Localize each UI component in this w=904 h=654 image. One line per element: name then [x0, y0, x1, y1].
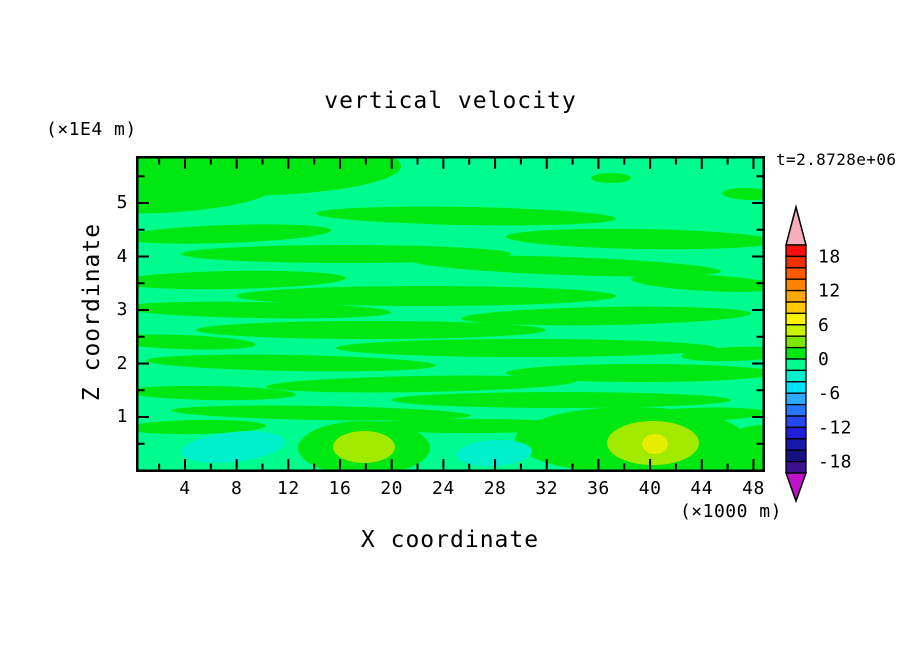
positive-band	[136, 301, 391, 319]
positive-band	[136, 224, 331, 244]
x-tick-label: 16	[328, 478, 352, 499]
y-tick-label: 3	[116, 299, 128, 320]
y-tick-label: 1	[116, 406, 128, 427]
colorbar-label: 6	[818, 315, 829, 336]
positive-band	[631, 274, 765, 292]
x-tick-label: 12	[276, 478, 300, 499]
colorbar-box	[785, 335, 807, 349]
colorbar-box	[785, 426, 807, 440]
colorbar-box	[785, 438, 807, 451]
x-axis-unit-label: (×1000 m)	[679, 501, 782, 522]
x-tick-label: 40	[638, 478, 662, 499]
colorbar-box	[785, 244, 807, 258]
positive-band	[266, 375, 576, 393]
colorbar-label: -18	[818, 452, 852, 473]
positive-band	[171, 405, 471, 421]
updraft-blob	[333, 431, 395, 463]
positive-band	[236, 286, 616, 306]
colorbar-label: 12	[818, 281, 841, 302]
positive-band	[136, 385, 296, 401]
y-tick-label: 4	[116, 245, 128, 267]
y-tick-label: 2	[116, 352, 128, 374]
colorbar-box	[785, 415, 807, 429]
colorbar-box	[785, 346, 807, 360]
positive-band	[722, 187, 765, 201]
x-tick-label: 48	[742, 478, 765, 499]
positive-band	[136, 419, 266, 435]
y-axis-label: Z coordinate	[79, 222, 105, 402]
positive-band	[136, 270, 346, 290]
colorbar-box	[785, 460, 807, 474]
positive-band	[591, 173, 631, 183]
x-tick-label: 44	[690, 478, 714, 499]
x-tick-label: 24	[432, 478, 455, 499]
colorbar-box	[785, 255, 807, 269]
colorbar-box	[785, 369, 807, 383]
positive-band	[506, 364, 765, 382]
colorbar-label: 0	[818, 349, 829, 370]
positive-band	[391, 392, 731, 408]
y-axis-unit-label: (×1E4 m)	[46, 119, 137, 140]
colorbar-box	[785, 449, 807, 463]
colorbar-box	[785, 403, 807, 417]
colorbar-box	[785, 278, 807, 292]
x-tick-label: 32	[535, 478, 559, 499]
positive-band	[411, 255, 721, 277]
positive-band	[506, 228, 765, 250]
x-tick-label: 8	[230, 478, 243, 499]
timestamp-label: t=2.8728e+06	[776, 150, 897, 169]
colorbar-under-arrow	[784, 472, 808, 504]
positive-band	[336, 339, 716, 357]
plot-border	[136, 156, 765, 472]
colorbar-box	[785, 324, 807, 337]
colorbar-box	[785, 267, 807, 280]
positive-band	[136, 178, 271, 214]
chart-title: vertical velocity	[324, 88, 577, 114]
positive-band	[461, 306, 751, 326]
y-tick-label: 5	[116, 192, 128, 213]
colorbar-box	[785, 289, 807, 303]
colorbar-label: -12	[818, 417, 852, 438]
colorbar-label: 18	[818, 246, 841, 267]
colorbar-box	[785, 301, 807, 315]
colorbar-box	[785, 358, 807, 372]
downdraft-patch	[181, 431, 285, 463]
colorbar-box	[785, 392, 807, 406]
positive-band	[196, 321, 546, 339]
x-tick-label: 4	[179, 478, 191, 499]
positive-band	[146, 354, 436, 372]
x-tick-label: 28	[483, 478, 507, 499]
positive-band	[136, 334, 256, 350]
downdraft-patch	[456, 439, 532, 467]
x-tick-label: 20	[380, 478, 404, 499]
contour-plot	[136, 156, 765, 472]
colorbar-box	[785, 381, 807, 394]
updraft-core	[642, 434, 668, 454]
colorbar-box	[785, 312, 807, 326]
colorbar-label: -6	[818, 383, 841, 404]
x-tick-label: 36	[587, 478, 610, 499]
positive-band	[316, 206, 616, 226]
colorbar: 18 12 6 0 -6 -12 -18	[784, 204, 852, 504]
x-axis-label: X coordinate	[360, 527, 540, 553]
colorbar-over-arrow	[785, 204, 807, 246]
